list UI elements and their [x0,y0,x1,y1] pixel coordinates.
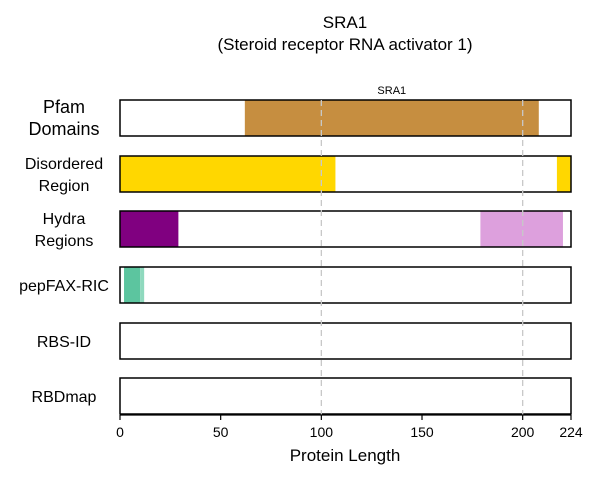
segment-bar [480,211,563,247]
segment-bar [120,156,336,192]
track-background [120,378,571,414]
track-border [119,266,572,304]
segment-bar [556,156,571,192]
x-tick-label: 224 [559,424,583,440]
track-border [119,377,572,415]
row-label: Pfam [43,97,85,117]
track-background [120,267,571,303]
row-label: Domains [28,119,99,139]
row-label: Hydra [43,211,86,228]
x-tick-label: 200 [511,424,535,440]
row-label: RBS-ID [37,334,91,351]
chart-title: SRA1 [323,13,367,32]
segment-label: SRA1 [377,85,406,97]
segment-bar [124,267,141,303]
x-tick-label: 150 [410,424,434,440]
track-border [119,322,572,360]
row-label: pepFAX-RIC [19,278,109,295]
segment-bar [140,267,145,303]
chart-subtitle: (Steroid receptor RNA activator 1) [217,35,472,54]
row-label: Disordered [25,156,103,173]
track-background [120,323,571,359]
segment-bar [120,211,179,247]
track-border [119,155,572,193]
x-axis-label: Protein Length [290,446,401,465]
row-label: Regions [35,233,94,250]
track-border [119,210,572,248]
row-label: Region [39,178,90,195]
x-tick-label: 50 [213,424,229,440]
x-tick-label: 100 [310,424,334,440]
track-border [119,99,572,137]
row-label: RBDmap [32,389,97,406]
segment-bar [244,100,539,136]
x-tick-label: 0 [116,424,124,440]
